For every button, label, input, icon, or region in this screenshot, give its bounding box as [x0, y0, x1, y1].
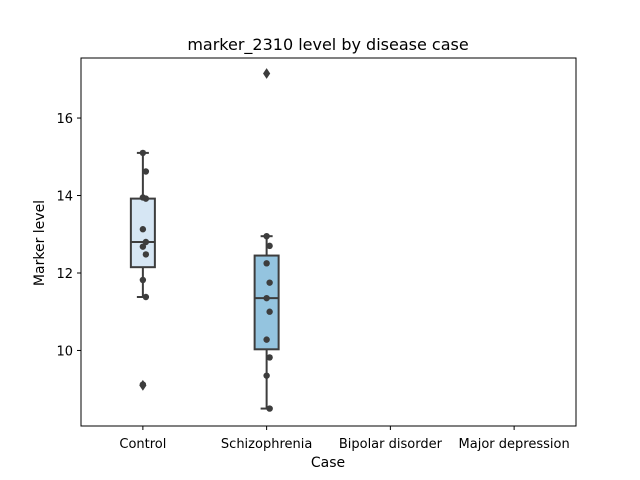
- y-tick-label: 10: [56, 344, 73, 359]
- x-axis-label: Case: [311, 455, 345, 471]
- data-point: [266, 354, 273, 361]
- data-point: [139, 226, 147, 233]
- data-point: [142, 251, 150, 258]
- data-point: [142, 238, 150, 246]
- data-point: [139, 243, 147, 250]
- box-control: [129, 197, 156, 269]
- x-tick-label: Major depression: [459, 437, 570, 452]
- x-tick-label: Schizophrenia: [221, 437, 312, 452]
- data-point: [142, 195, 150, 202]
- y-tick-label: 12: [56, 267, 73, 282]
- data-point: [263, 232, 270, 240]
- data-point: [263, 372, 270, 379]
- data-point: [263, 260, 270, 267]
- data-point: [139, 381, 147, 388]
- data-point: [266, 279, 273, 286]
- data-point: [266, 308, 273, 315]
- axes-frame: [80, 57, 577, 427]
- data-point: [142, 293, 150, 301]
- y-tick-label: 14: [56, 190, 73, 205]
- data-point: [142, 168, 150, 175]
- data-point: [266, 242, 273, 250]
- data-point: [139, 276, 147, 284]
- data-point: [139, 149, 147, 157]
- y-tick-label: 16: [56, 112, 73, 127]
- plot-area: 10 12 14 16 Control Schizophrenia Bipolar diso…: [56, 57, 577, 452]
- outlier-marker: [263, 68, 271, 79]
- box-schizophrenia: [253, 254, 280, 351]
- data-point: [263, 336, 270, 343]
- data-point: [263, 294, 270, 302]
- data-point: [266, 405, 273, 412]
- x-tick-label: Bipolar disorder: [339, 437, 443, 452]
- y-axis-label: Marker level: [32, 200, 48, 286]
- x-tick-label: Control: [119, 437, 166, 452]
- chart-title: marker_2310 level by disease case: [187, 35, 468, 55]
